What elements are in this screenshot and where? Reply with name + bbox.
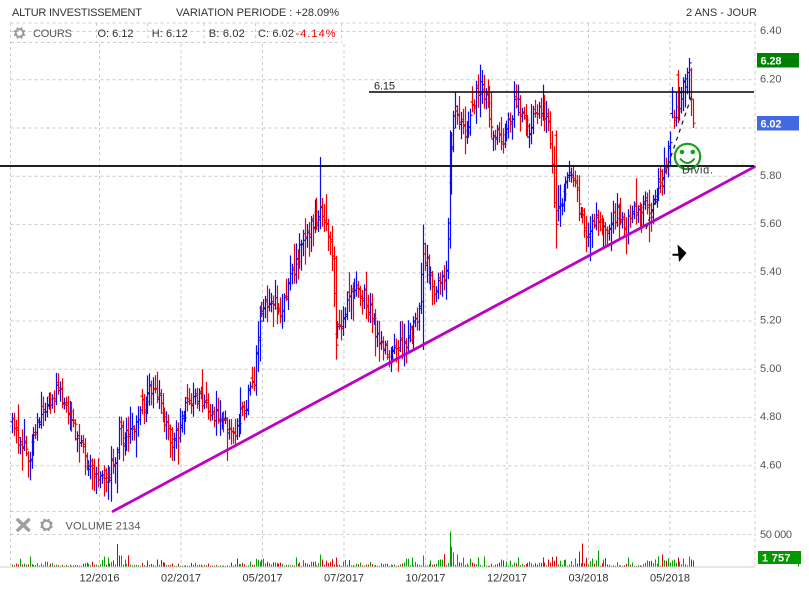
- svg-text:5.60: 5.60: [760, 218, 782, 230]
- svg-text:5.40: 5.40: [760, 266, 782, 278]
- svg-text:6.15: 6.15: [374, 81, 395, 93]
- svg-text:VARIATION PERIODE : +28.09%: VARIATION PERIODE : +28.09%: [176, 7, 339, 19]
- svg-text:6.02: 6.02: [761, 119, 782, 131]
- svg-text:B: 6.02: B: 6.02: [209, 28, 245, 40]
- svg-text:4.60: 4.60: [760, 459, 782, 471]
- svg-text:03/2018: 03/2018: [569, 573, 609, 585]
- svg-text:5.00: 5.00: [760, 363, 782, 375]
- svg-text:5.20: 5.20: [760, 315, 782, 327]
- svg-text:C: 6.02: C: 6.02: [258, 28, 294, 40]
- svg-text:ALTUR INVESTISSEMENT: ALTUR INVESTISSEMENT: [12, 7, 142, 19]
- svg-text:05/2018: 05/2018: [650, 573, 690, 585]
- svg-text:H: 6.12: H: 6.12: [152, 28, 188, 40]
- svg-text:5.80: 5.80: [760, 170, 782, 182]
- svg-text:6.28: 6.28: [761, 56, 782, 68]
- svg-text:O: 6.12: O: 6.12: [98, 28, 134, 40]
- svg-text:50 000: 50 000: [760, 529, 792, 541]
- svg-text:05/2017: 05/2017: [243, 573, 283, 585]
- svg-text:10/2017: 10/2017: [406, 573, 446, 585]
- svg-text:-4.14%: -4.14%: [296, 28, 336, 40]
- svg-text:12/2016: 12/2016: [80, 573, 120, 585]
- svg-text:Divid.: Divid.: [682, 165, 713, 177]
- svg-text:4.80: 4.80: [760, 411, 782, 423]
- svg-text:6.20: 6.20: [760, 73, 782, 85]
- svg-text:12/2017: 12/2017: [487, 573, 527, 585]
- svg-text:COURS: COURS: [33, 28, 72, 40]
- svg-text:02/2017: 02/2017: [161, 573, 201, 585]
- svg-text:VOLUME 2134: VOLUME 2134: [66, 521, 141, 533]
- svg-text:2 ANS - JOUR: 2 ANS - JOUR: [686, 7, 757, 19]
- svg-text:07/2017: 07/2017: [324, 573, 364, 585]
- svg-text:1 757: 1 757: [762, 553, 791, 565]
- svg-text:6.40: 6.40: [760, 25, 782, 37]
